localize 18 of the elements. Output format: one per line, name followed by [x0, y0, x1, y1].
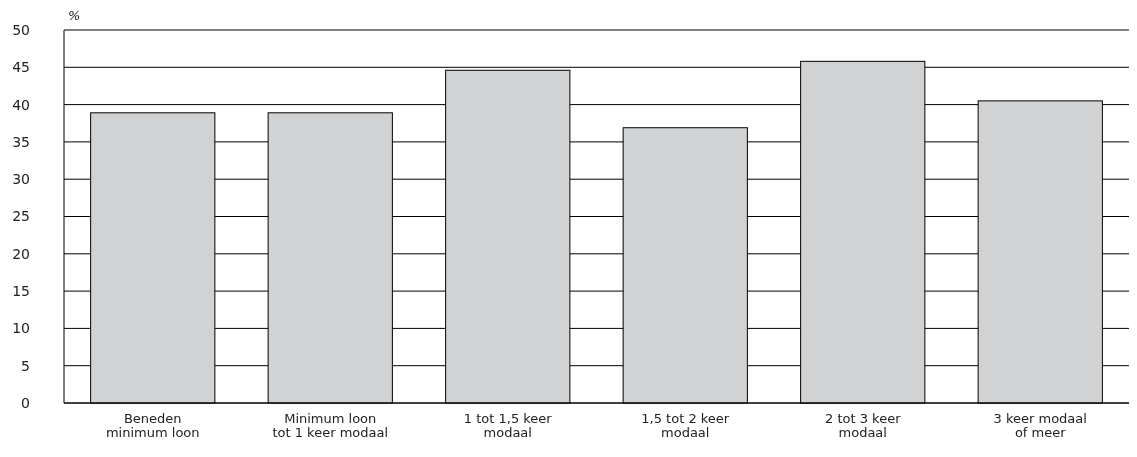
x-tick-label: 1,5 tot 2 keer modaal: [641, 411, 730, 440]
y-tick-label: 20: [12, 245, 30, 262]
y-tick-label: 5: [21, 357, 30, 374]
y-tick-label: 25: [12, 208, 30, 225]
x-tick-label: 1 tot 1,5 keer modaal: [463, 411, 553, 440]
y-tick-label: 35: [12, 133, 30, 150]
y-tick-label: 0: [21, 394, 30, 411]
y-tick-label: 50: [12, 21, 30, 38]
y-tick-label: 15: [12, 283, 30, 299]
x-tick-label: 2 tot 3 keer modaal: [825, 411, 902, 440]
y-tick-label: 40: [12, 96, 30, 113]
y-tick-label: 10: [12, 320, 30, 337]
x-tick-label: Beneden minimum loon: [105, 411, 200, 440]
x-tick-label: Minimum loon tot 1 keer modaal: [272, 411, 389, 440]
x-tick-label: 3 keer modaal of meer: [993, 411, 1087, 440]
y-tick-label: 45: [12, 59, 30, 76]
y-axis-title: %: [68, 8, 81, 23]
y-tick-label: 30: [12, 171, 30, 188]
